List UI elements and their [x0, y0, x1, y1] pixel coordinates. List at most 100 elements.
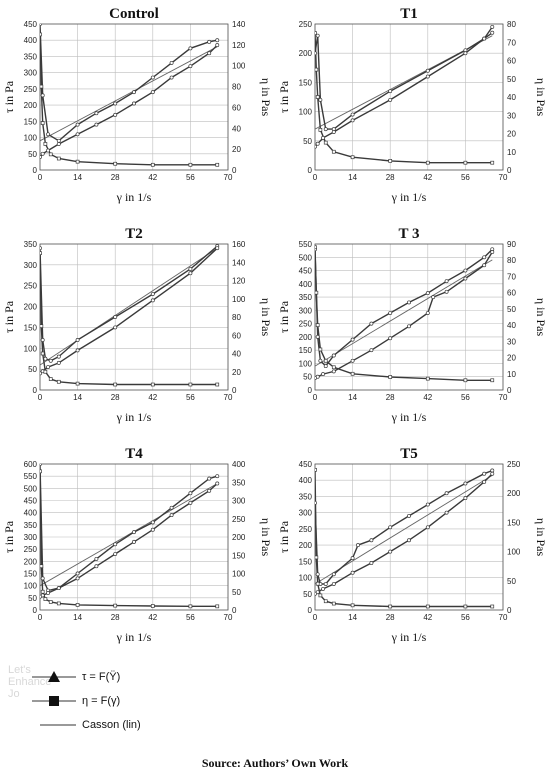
y-tick-label: 300 [24, 533, 38, 542]
tau-point [425, 68, 430, 73]
y2-tick-label: 400 [232, 460, 246, 469]
eta-point [56, 379, 61, 384]
tau-point [46, 148, 51, 153]
casson-line [315, 259, 493, 367]
eta-point [48, 377, 53, 381]
tau-point [425, 502, 430, 507]
y2-tick-label: 20 [232, 145, 241, 154]
series-group [315, 467, 495, 609]
chart-title: Control [109, 6, 159, 22]
x-tick-label: 14 [73, 393, 82, 402]
series-group [40, 24, 220, 167]
tau-point [315, 376, 317, 381]
x-axis-label: γ in 1/s [391, 630, 427, 644]
y-tick-label: 150 [24, 323, 38, 332]
y-tick-label: 50 [28, 150, 37, 159]
plot-frame [314, 243, 504, 391]
y-tick-label: 50 [303, 590, 312, 599]
y2-tick-label: 10 [507, 148, 516, 157]
y2-tick-label: 100 [232, 570, 246, 579]
y-tick-label: 0 [33, 386, 38, 395]
tau-point [207, 39, 212, 44]
y2-tick-label: 50 [507, 75, 516, 84]
tau-point [188, 491, 193, 496]
y2-tick-label: 20 [232, 368, 241, 377]
eta-point [150, 604, 155, 608]
x-tick-label: 42 [423, 393, 432, 402]
eta-point [75, 159, 80, 164]
y-tick-label: 50 [303, 373, 312, 382]
square-marker-icon [32, 696, 76, 706]
tau-point [56, 360, 61, 365]
x-tick-label: 42 [148, 613, 157, 622]
plot-frame [39, 23, 229, 171]
eta-point [463, 604, 468, 609]
y-tick-label: 50 [28, 594, 37, 603]
y2-tick-label: 0 [232, 166, 237, 175]
y2-tick-label: 150 [507, 518, 521, 527]
x-tick-label: 28 [386, 393, 395, 402]
eta-point [40, 469, 42, 474]
watermark-line: Enhance [8, 676, 52, 688]
tau-point [94, 556, 99, 561]
x-tick-label: 56 [461, 393, 470, 402]
eta-point [425, 604, 430, 609]
tau-point [40, 151, 45, 156]
tau-point [169, 60, 174, 65]
eta-point [150, 162, 155, 167]
eta-point [323, 599, 328, 604]
x-tick-label: 42 [423, 173, 432, 182]
y2-tick-label: 60 [232, 331, 241, 340]
plot-frame [314, 23, 504, 171]
tau-point [331, 572, 336, 577]
y-tick-label: 450 [299, 460, 313, 469]
y2-tick-label: 80 [232, 313, 241, 322]
tau-point [75, 122, 80, 127]
tau-point [388, 89, 393, 94]
y-axis-label: τ in Pa [277, 520, 291, 553]
y-tick-label: 250 [299, 320, 313, 329]
eta-point [43, 142, 48, 146]
tau-point [315, 572, 320, 577]
tau-point [350, 118, 355, 123]
tau-up-line [315, 26, 493, 130]
y2-tick-label: 90 [507, 240, 516, 249]
y2-tick-label: 60 [507, 57, 516, 66]
eta-point [463, 378, 468, 383]
eta-point [40, 351, 45, 356]
y-tick-label: 450 [24, 20, 38, 29]
eta-point [215, 382, 220, 387]
x-tick-label: 70 [499, 393, 508, 402]
x-tick-label: 70 [224, 613, 233, 622]
x-tick-label: 0 [38, 613, 43, 622]
chart-t5: T50 14 28 42 56 70050100150200250300350400450… [277, 446, 548, 644]
grid [39, 243, 229, 391]
tau-up-line [40, 24, 218, 142]
tau-point [490, 24, 495, 29]
watermark-text: Let's Enhance Jo [8, 664, 51, 700]
casson-line [40, 46, 218, 142]
y2-tick-label: 0 [507, 386, 512, 395]
tau-point [369, 561, 374, 565]
y-tick-label: 250 [24, 85, 38, 94]
eta-point [215, 604, 220, 609]
tau-point [132, 90, 136, 95]
tau-down-line [40, 247, 218, 374]
y2-axis-label: η in Pas [259, 78, 273, 117]
chart-t1: T10 14 28 42 56 70050100150200250010203040506… [277, 6, 548, 204]
y-tick-label: 500 [299, 253, 313, 262]
x-tick-label: 56 [186, 173, 195, 182]
tau-point [388, 336, 393, 341]
tau-point [482, 255, 487, 260]
casson-line [40, 247, 218, 366]
tau-point [331, 582, 336, 586]
plot-frame [39, 243, 229, 391]
eta-point [40, 32, 42, 37]
series-group [40, 464, 220, 609]
legend: τ = F(Ÿ) η = F(γ) Casson (lin) [32, 668, 232, 748]
eta-point [40, 251, 42, 255]
tau-down-line [315, 32, 493, 148]
x-tick-label: 56 [461, 613, 470, 622]
y2-tick-label: 70 [507, 272, 516, 281]
